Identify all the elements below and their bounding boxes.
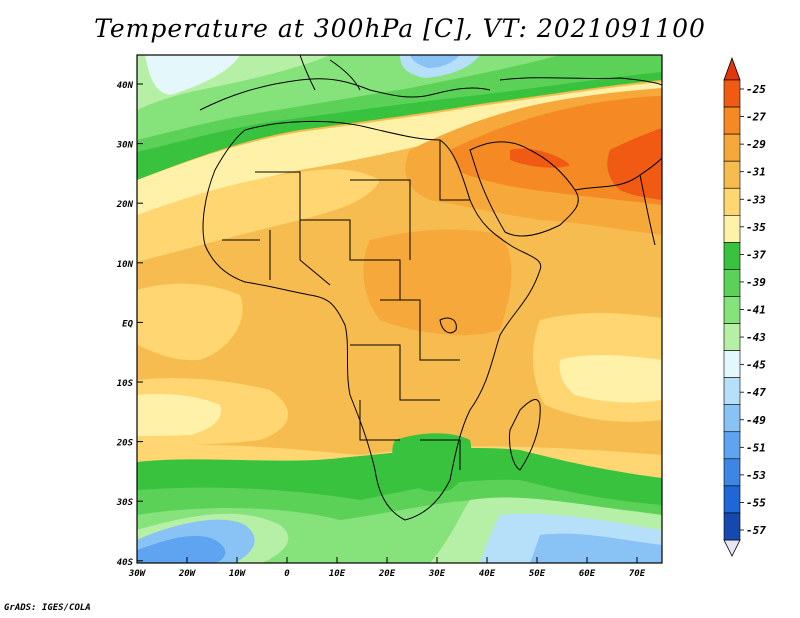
lon-label: 10W: [229, 569, 247, 579]
longitude-axis: 30W 20W 10W 0 10E 20E 30E 40E 50E 60E 70E: [128, 557, 646, 579]
lon-label: 20E: [378, 569, 396, 579]
lon-label: 60E: [579, 569, 596, 579]
colorbar-label: -51: [746, 441, 766, 454]
colorbar-bottom-triangle: [723, 539, 741, 557]
credit-text: GrADS: IGES/COLA: [4, 603, 91, 613]
map-frame: [136, 54, 663, 564]
colorbar-swatch: [723, 214, 741, 243]
lat-label: 30N: [116, 141, 134, 151]
colorbar-swatch: [723, 187, 741, 216]
colorbar-swatch: [723, 350, 741, 378]
colorbar-label: -33: [746, 193, 766, 206]
lat-label: 10S: [117, 379, 134, 389]
colorbar-label: -37: [746, 248, 766, 261]
colorbar-label: -25: [746, 83, 766, 96]
colorbar-label: -57: [746, 524, 766, 537]
colorbar-label: -41: [746, 304, 766, 317]
lat-label: 10N: [117, 260, 134, 270]
colorbar-swatch: [723, 269, 741, 297]
colorbar-swatch: [723, 296, 741, 324]
lat-label: 40N: [117, 81, 134, 91]
lon-label: 50E: [529, 569, 546, 579]
map-title: Temperature at 300hPa [C], VT: 202109110…: [94, 14, 706, 43]
colorbar-label: -53: [746, 469, 766, 482]
colorbar-swatch: [723, 242, 741, 270]
colorbar-swatch: [723, 431, 741, 460]
lat-label: 40S: [117, 558, 134, 568]
colorbar-label: -55: [746, 496, 766, 509]
colorbar-label: -27: [746, 111, 766, 124]
lat-label: EQ: [122, 319, 133, 329]
lon-label: 40E: [479, 569, 496, 579]
lon-label: 30W: [128, 569, 147, 579]
colorbar-label: -49: [746, 414, 766, 427]
lat-label: 20N: [116, 200, 134, 210]
colorbar-label: -29: [746, 138, 766, 151]
colorbar-swatch: [723, 160, 741, 189]
colorbar-top-triangle: [723, 56, 741, 81]
lon-label: 10E: [329, 569, 346, 579]
colorbar: -25 -27 -29 -31 -33 -35 -37 -39 -41 -43 -45 -47 -49 -…: [723, 56, 766, 557]
colorbar-swatch: [723, 133, 741, 162]
colorbar-label: -35: [746, 221, 766, 234]
colorbar-swatch: [723, 458, 741, 487]
temperature-field: [137, 55, 662, 563]
colorbar-label: -45: [746, 359, 766, 372]
colorbar-swatch: [723, 404, 741, 433]
lon-label: 30E: [428, 569, 446, 579]
colorbar-label: -43: [746, 331, 766, 344]
colorbar-label: -31: [746, 166, 766, 179]
lat-label: 30S: [116, 498, 134, 508]
lon-label: 70E: [629, 569, 646, 579]
colorbar-swatch: [723, 79, 741, 108]
coastlines: [199, 55, 662, 521]
latitude-axis: 40N 30N 20N 10N EQ 10S 20S 30S 40S: [116, 81, 143, 568]
colorbar-label: -47: [746, 386, 766, 399]
colorbar-swatch: [723, 485, 741, 514]
lon-label: 20W: [178, 569, 197, 579]
colorbar-swatch: [723, 106, 741, 135]
colorbar-swatch: [723, 323, 741, 351]
colorbar-swatch: [723, 377, 741, 406]
colorbar-swatch: [723, 512, 741, 541]
lon-label: 0: [284, 569, 290, 579]
colorbar-label: -39: [746, 276, 766, 289]
lat-label: 20S: [116, 439, 134, 449]
